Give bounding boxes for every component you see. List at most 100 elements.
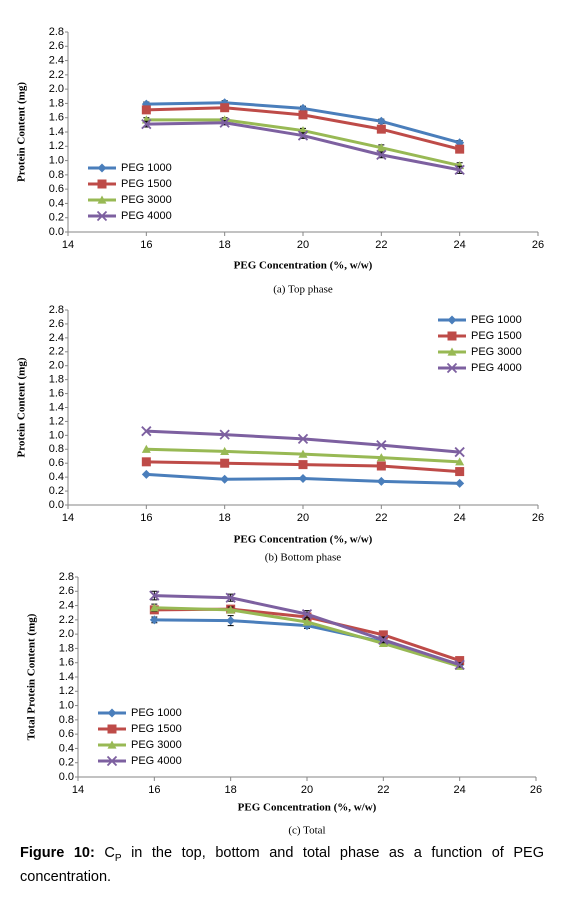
marker (219, 117, 230, 128)
marker (376, 149, 387, 160)
x-tick-label: 24 (454, 784, 466, 796)
y-tick-label: 2.4 (49, 332, 64, 344)
y-tick-label: 1.2 (49, 415, 64, 427)
marker (141, 105, 151, 115)
marker (298, 460, 308, 470)
series-line (154, 594, 461, 667)
marker (107, 708, 117, 718)
x-axis-label: PEG Concentration (%, w/w) (234, 260, 373, 272)
marker (297, 433, 309, 444)
x-tick-label: 18 (225, 784, 237, 796)
y-tick-label: 0.6 (49, 183, 64, 195)
y-tick-label: 2.6 (49, 318, 64, 330)
y-tick-label: 2.8 (49, 26, 64, 38)
x-tick-label: 20 (301, 784, 313, 796)
y-tick-label: 1.2 (49, 140, 64, 152)
marker (297, 130, 309, 141)
marker (455, 457, 465, 466)
marker (141, 457, 151, 467)
legend-label: PEG 1500 (471, 330, 522, 342)
x-tick-label: 16 (148, 784, 160, 796)
legend-label: PEG 3000 (471, 346, 522, 358)
y-tick-label: 1.0 (59, 699, 74, 711)
y-axis-label: Protein Content (mg) (16, 357, 28, 457)
y-tick-label: 2.2 (49, 346, 64, 358)
y-tick-label: 2.8 (59, 571, 74, 583)
marker (376, 461, 386, 471)
y-tick-label: 1.6 (59, 657, 74, 669)
y-tick-label: 2.4 (49, 54, 64, 66)
marker (149, 615, 159, 625)
marker (97, 163, 107, 173)
marker (455, 478, 465, 488)
marker (301, 609, 313, 620)
y-tick-label: 1.6 (49, 387, 64, 399)
y-tick-label: 2.6 (49, 40, 64, 52)
marker (447, 347, 457, 356)
marker (96, 210, 108, 222)
marker (97, 195, 107, 204)
x-tick-label: 18 (219, 512, 231, 524)
caption: Figure 10: CP in the top, bottom and tot… (20, 844, 544, 886)
marker (376, 124, 386, 134)
marker (97, 179, 107, 189)
legend-label: PEG 1000 (121, 162, 172, 174)
marker (225, 592, 236, 603)
marker (454, 659, 465, 670)
y-tick-label: 1.4 (49, 126, 64, 138)
marker (376, 116, 386, 126)
marker (455, 144, 465, 154)
marker (376, 476, 386, 486)
marker (446, 362, 458, 374)
y-tick-label: 0.4 (59, 742, 74, 754)
y-tick-label: 2.8 (49, 304, 64, 316)
y-tick-label: 0.8 (49, 169, 64, 181)
y-tick-label: 0.8 (49, 443, 64, 455)
x-axis-label: PEG Concentration (%, w/w) (238, 802, 377, 814)
marker (107, 740, 117, 749)
marker (376, 439, 387, 451)
x-tick-label: 20 (297, 239, 309, 251)
x-tick-label: 26 (532, 239, 544, 251)
legend-label: PEG 1500 (131, 723, 182, 735)
figure: 0.0 0.2 0.4 0.6 0.8 1.0 1.2 1.4 1.6 1.8 2.0 2.2 2.4 2… (16, 26, 545, 837)
y-tick-label: 1.0 (49, 154, 64, 166)
y-tick-label: 2.0 (49, 83, 64, 95)
y-tick-label: 1.0 (49, 429, 64, 441)
x-axis-label: PEG Concentration (%, w/w) (234, 534, 373, 546)
y-tick-label: 1.8 (59, 642, 74, 654)
caption-subscript: P (114, 852, 122, 864)
marker (226, 616, 236, 626)
x-tick-label: 22 (375, 239, 387, 251)
x-tick-label: 22 (375, 512, 387, 524)
marker (298, 110, 308, 120)
x-tick-label: 18 (219, 239, 231, 251)
legend-label: PEG 3000 (121, 194, 172, 206)
caption-label: Figure 10: (20, 845, 95, 861)
y-tick-label: 2.0 (49, 360, 64, 372)
legend-label: PEG 4000 (121, 210, 172, 222)
y-tick-label: 0.4 (49, 471, 64, 483)
marker (454, 446, 465, 458)
x-tick-label: 14 (72, 784, 84, 796)
x-tick-label: 16 (140, 239, 152, 251)
x-tick-label: 22 (377, 784, 389, 796)
y-tick-label: 0.0 (49, 499, 64, 511)
marker (298, 474, 308, 484)
y-tick-label: 0.8 (59, 714, 74, 726)
chart-subtitle: (b) Bottom phase (265, 552, 341, 564)
y-tick-label: 0.0 (49, 226, 64, 238)
marker (302, 617, 312, 626)
y-tick-label: 0.4 (49, 197, 64, 209)
marker (149, 603, 159, 612)
marker (106, 755, 118, 767)
y-tick-label: 0.2 (49, 212, 64, 224)
x-tick-label: 14 (62, 239, 74, 251)
x-tick-label: 16 (140, 512, 152, 524)
marker (298, 449, 308, 458)
marker (141, 444, 151, 453)
y-axis-label: Protein Content (mg) (16, 82, 28, 182)
y-tick-label: 1.8 (49, 97, 64, 109)
marker (226, 605, 236, 614)
